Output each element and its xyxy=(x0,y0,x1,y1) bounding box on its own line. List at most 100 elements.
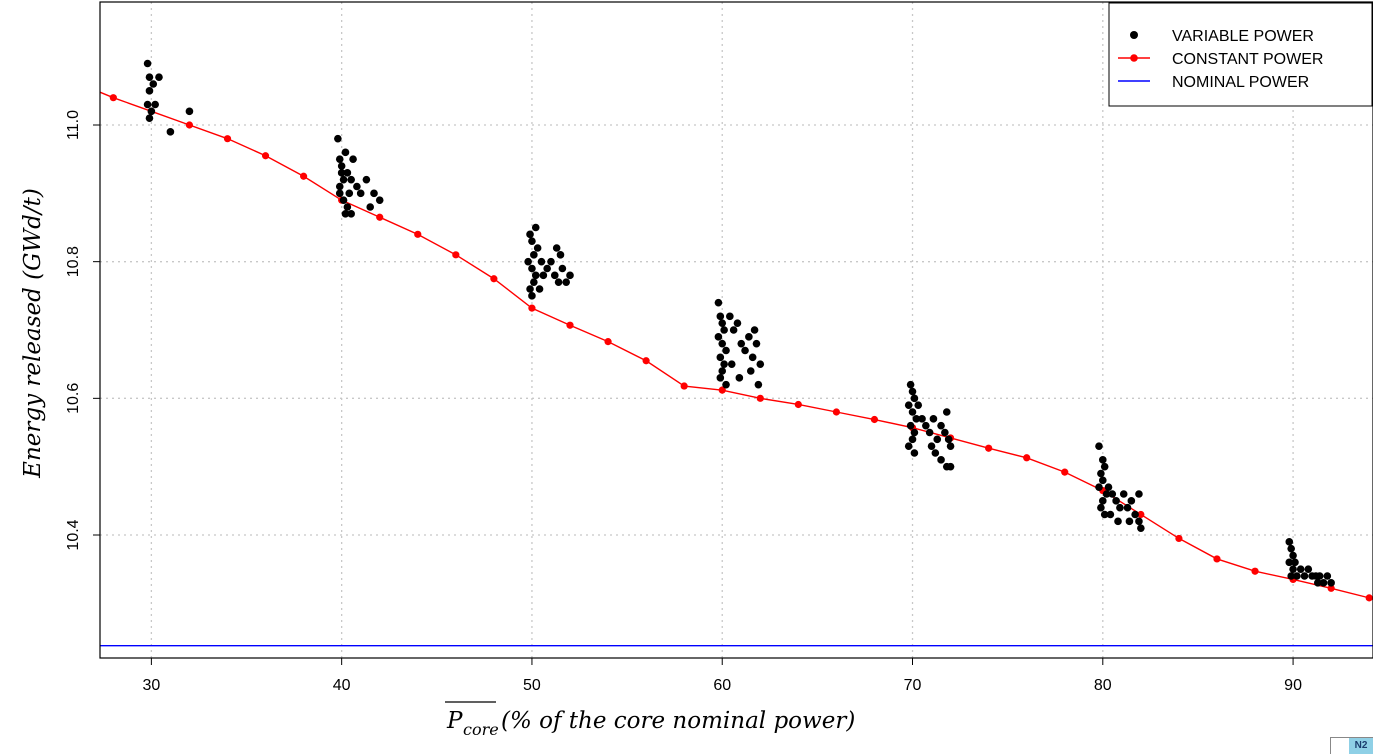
variable-power-point xyxy=(145,114,154,122)
variable-power-point xyxy=(1102,490,1111,498)
variable-power-point xyxy=(1323,572,1332,580)
variable-power-point xyxy=(530,278,538,286)
x-tick-label: 60 xyxy=(713,677,731,694)
variable-power-point xyxy=(335,189,344,198)
variable-power-point xyxy=(716,353,725,362)
constant-power-point xyxy=(1023,454,1031,462)
variable-power-point xyxy=(750,326,759,334)
variable-power-point xyxy=(904,401,913,409)
variable-power-point xyxy=(528,292,536,300)
variable-power-point xyxy=(941,428,949,437)
variable-power-point xyxy=(946,462,955,471)
constant-power-point xyxy=(452,251,460,259)
series-layer xyxy=(99,59,1373,647)
corner-tag: N2 xyxy=(1330,737,1373,754)
constant-power-point xyxy=(1061,468,1069,476)
variable-power-point xyxy=(539,271,548,280)
variable-power-point xyxy=(748,353,757,362)
constant-power-point xyxy=(870,415,879,424)
variable-power-point xyxy=(1098,456,1107,464)
variable-power-point xyxy=(524,257,532,266)
legend-label: NOMINAL POWER xyxy=(1172,74,1309,91)
variable-power-point xyxy=(1131,510,1139,519)
variable-power-point xyxy=(155,73,163,81)
variable-power-point xyxy=(942,408,951,416)
variable-power-point xyxy=(166,128,175,136)
constant-power-point xyxy=(261,152,270,160)
variable-power-point xyxy=(1098,476,1107,485)
variable-power-point xyxy=(1097,503,1105,512)
y-tick-label: 10.6 xyxy=(65,383,82,414)
legend-marker-variable xyxy=(1130,31,1138,39)
variable-power-point xyxy=(349,155,357,163)
variable-power-point xyxy=(741,346,749,355)
y-tick-label: 10.8 xyxy=(65,246,82,277)
variable-power-point xyxy=(716,312,725,321)
x-tick-label: 40 xyxy=(333,677,351,694)
variable-power-point xyxy=(341,210,350,218)
variable-power-point xyxy=(1098,497,1107,505)
constant-power-point xyxy=(756,394,764,402)
constant-power-point xyxy=(300,172,308,180)
variable-power-point xyxy=(910,428,919,437)
constant-power-point xyxy=(566,321,574,329)
variable-power-point xyxy=(339,175,348,184)
legend: VARIABLE POWER CONSTANT POWER NOMINAL POWE… xyxy=(1108,2,1373,107)
variable-power-point xyxy=(720,360,728,368)
variable-power-point xyxy=(353,182,361,191)
variable-power-point xyxy=(906,380,915,389)
x-tick-label: 70 xyxy=(904,677,922,694)
variable-power-point xyxy=(343,203,352,211)
variable-power-point xyxy=(1100,510,1109,519)
variable-power-point xyxy=(1319,579,1328,587)
variable-power-point xyxy=(370,189,378,198)
legend-marker-constant xyxy=(1130,54,1138,62)
variable-power-point xyxy=(1127,497,1136,505)
constant-power-point xyxy=(414,230,422,238)
constant-power-point xyxy=(794,400,802,409)
variable-power-point xyxy=(1125,517,1134,526)
variable-power-point xyxy=(1097,469,1105,478)
x-tick-label: 50 xyxy=(523,677,541,694)
variable-power-point xyxy=(347,175,355,184)
variable-power-point xyxy=(362,175,371,184)
variable-power-point xyxy=(925,428,934,437)
variable-power-point xyxy=(145,73,154,81)
variable-power-point xyxy=(1300,572,1309,580)
variable-power-point xyxy=(908,408,917,416)
variable-power-point xyxy=(356,189,365,198)
variable-power-point xyxy=(1106,510,1115,519)
variable-power-point xyxy=(918,415,926,423)
constant-power-point xyxy=(1137,510,1145,519)
variable-power-point xyxy=(745,333,753,341)
legend-box xyxy=(1108,2,1373,107)
variable-power-point xyxy=(722,346,730,355)
variable-power-point xyxy=(729,326,738,334)
variable-power-point xyxy=(145,87,154,95)
variable-power-point xyxy=(735,374,744,382)
variable-power-point xyxy=(530,251,538,259)
variable-power-point xyxy=(347,210,355,218)
variable-power-point xyxy=(1327,579,1335,587)
constant-power-point xyxy=(185,121,194,129)
variable-power-point xyxy=(754,380,763,389)
corner-tag-label: N2 xyxy=(1349,738,1373,754)
variable-power-point xyxy=(1095,483,1103,491)
variable-power-point xyxy=(937,421,945,430)
variable-power-point xyxy=(1289,565,1297,573)
variable-power-point xyxy=(554,278,563,286)
variable-power-point xyxy=(733,319,742,327)
variable-power-point xyxy=(904,442,913,450)
variable-power-point xyxy=(1135,490,1143,498)
variable-power-point xyxy=(922,421,930,430)
variable-power-point xyxy=(366,203,375,211)
variable-power-point xyxy=(335,155,344,163)
variable-power-point xyxy=(1116,503,1124,512)
y-axis: 10.4 10.6 10.8 11.0 xyxy=(65,110,100,551)
variable-power-point xyxy=(727,360,736,368)
variable-power-point xyxy=(562,278,570,286)
variable-power-point xyxy=(937,456,945,464)
variable-power-point xyxy=(143,100,152,109)
constant-power-point xyxy=(604,338,612,346)
constant-power-point xyxy=(832,408,840,416)
